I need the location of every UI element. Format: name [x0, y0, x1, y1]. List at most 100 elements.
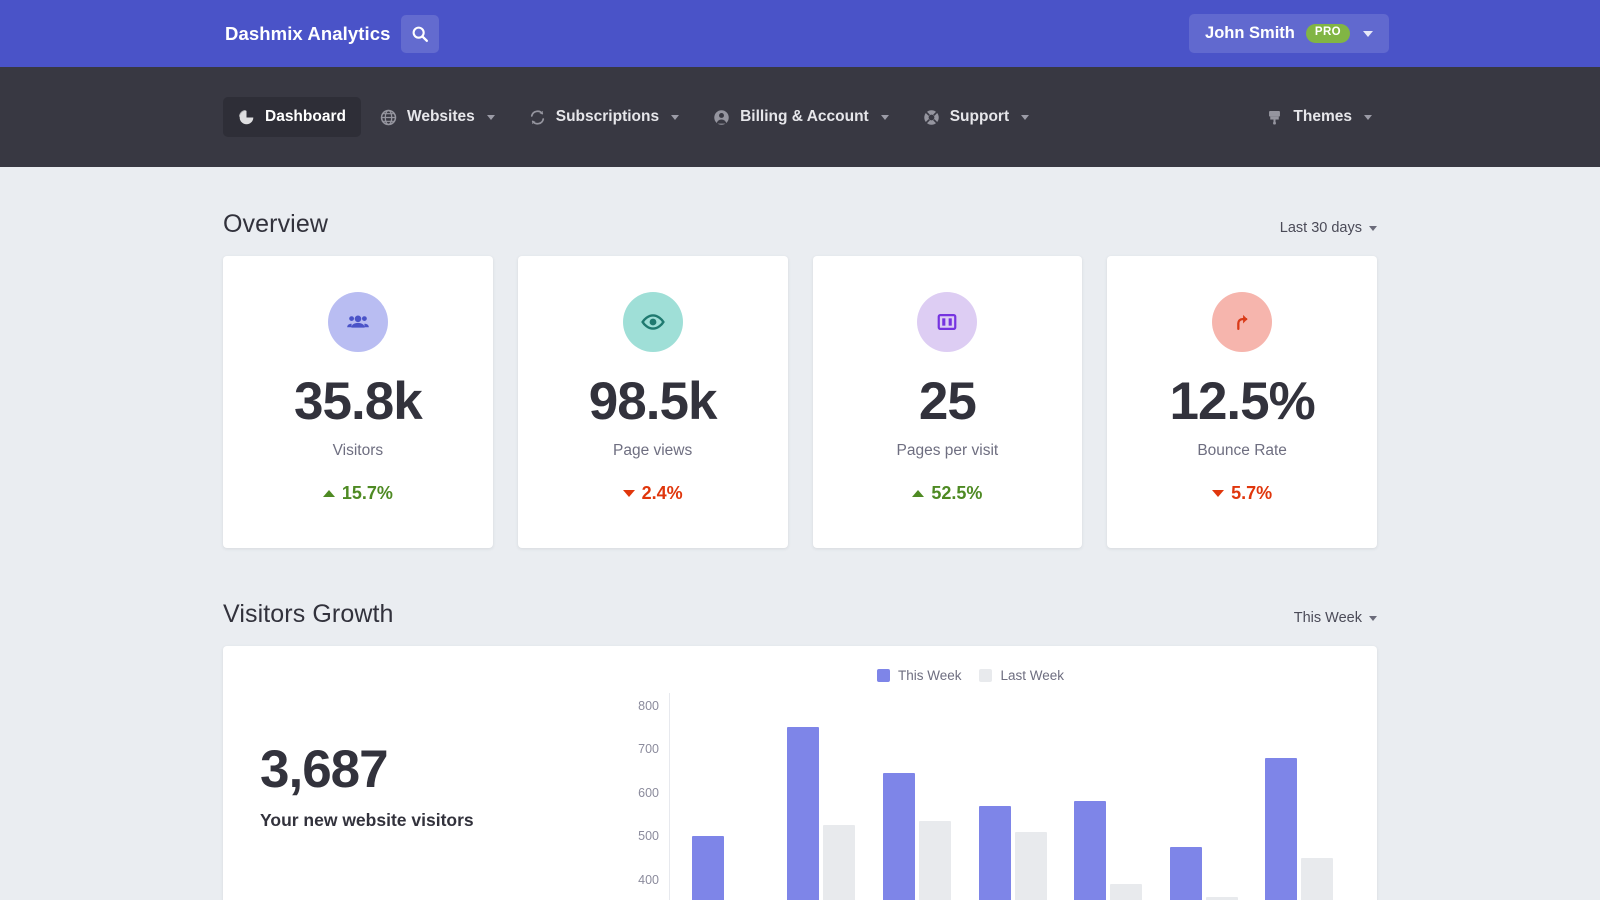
stat-delta-value: 2.4%	[641, 483, 683, 504]
stat-delta-value: 5.7%	[1231, 483, 1273, 504]
refresh-icon	[529, 109, 546, 126]
stat-card-bounce-rate[interactable]: 12.5% Bounce Rate 5.7%	[1107, 256, 1377, 548]
stat-delta: 2.4%	[528, 483, 778, 504]
growth-value: 3,687	[260, 740, 389, 799]
bar-group	[1060, 693, 1156, 900]
chevron-down-icon	[1369, 225, 1377, 231]
legend-label: This Week	[897, 668, 962, 683]
growth-caption: Your new website visitors	[260, 809, 474, 830]
legend-item[interactable]: Last Week	[979, 668, 1064, 683]
chevron-down-icon	[486, 114, 495, 120]
bar-this-week[interactable]	[1265, 758, 1298, 900]
nav-item-subscriptions[interactable]: Subscriptions	[514, 97, 694, 137]
user-name: John Smith	[1205, 24, 1295, 42]
bar-group	[774, 693, 870, 900]
growth-range-label: This Week	[1293, 610, 1362, 626]
chart-legend: This Week Last Week	[618, 668, 1347, 683]
chart-bars	[678, 693, 1347, 900]
y-axis-tick: 700	[638, 742, 659, 757]
bar-last-week[interactable]	[918, 821, 951, 900]
users-icon	[346, 310, 370, 334]
chevron-down-icon	[1021, 114, 1030, 120]
nav-label: Websites	[406, 108, 475, 125]
date-range-picker[interactable]: Last 30 days	[1280, 220, 1377, 236]
main-navigation: Dashboard Websites	[0, 67, 1600, 167]
nav-item-support[interactable]: Support	[908, 97, 1044, 137]
y-axis-tick: 400	[638, 872, 659, 887]
nav-item-billing-account[interactable]: Billing & Account	[698, 97, 904, 137]
stat-value: 12.5%	[1169, 372, 1315, 431]
legend-label: Last Week	[1000, 668, 1065, 683]
stat-delta-value: 15.7%	[341, 483, 393, 504]
bar-group	[1156, 693, 1252, 900]
stat-delta: 52.5%	[823, 483, 1073, 504]
growth-header: Visitors Growth This Week	[223, 548, 1377, 646]
stat-value: 35.8k	[294, 372, 423, 431]
chevron-down-icon	[880, 114, 889, 120]
stat-card-pages-per-visit[interactable]: 25 Pages per visit 52.5%	[812, 256, 1083, 548]
bar-last-week[interactable]	[1014, 831, 1047, 900]
bar-group	[869, 693, 965, 900]
nav-item-themes[interactable]: Themes	[1251, 97, 1387, 137]
bar-group	[678, 693, 774, 900]
user-circle-icon	[713, 109, 730, 126]
brand-zone: Dashmix Analytics	[225, 14, 439, 53]
page-title: Overview	[223, 210, 328, 238]
y-axis-tick: 800	[638, 699, 659, 714]
date-range-label: Last 30 days	[1279, 220, 1362, 236]
header-right: John Smith PRO	[1189, 14, 1389, 53]
bar-this-week[interactable]	[1074, 800, 1107, 900]
bar-this-week[interactable]	[1169, 847, 1202, 900]
stat-icon-bubble	[622, 292, 683, 352]
bar-this-week[interactable]	[691, 836, 724, 900]
globe-icon	[380, 109, 397, 126]
arrow-down-icon	[1212, 490, 1225, 498]
stat-label: Pages per visit	[896, 442, 999, 460]
user-menu-button[interactable]: John Smith PRO	[1189, 14, 1389, 53]
bar-last-week[interactable]	[1205, 896, 1238, 900]
bar-group	[965, 693, 1061, 900]
pro-badge: PRO	[1305, 24, 1350, 43]
legend-swatch	[979, 669, 993, 682]
chevron-down-icon	[1363, 30, 1373, 37]
bar-last-week[interactable]	[823, 825, 856, 900]
app-header: Dashmix Analytics John Smith PRO	[0, 0, 1600, 67]
bar-this-week[interactable]	[787, 726, 820, 900]
bar-this-week[interactable]	[978, 805, 1011, 900]
search-icon	[411, 25, 429, 43]
content-inner: Overview Last 30 days	[223, 167, 1377, 900]
arrow-down-icon	[622, 490, 635, 498]
chart-plot-area: 800 700 600 500 400	[638, 693, 1347, 900]
pie-chart-icon	[238, 109, 255, 126]
brand-title: Dashmix Analytics	[225, 22, 391, 44]
stat-label: Bounce Rate	[1197, 442, 1287, 460]
nav-item-dashboard[interactable]: Dashboard	[223, 97, 361, 137]
growth-chart: This Week Last Week 800 700 600 500 400	[618, 646, 1377, 900]
stat-card-visitors[interactable]: 35.8k Visitors 15.7%	[223, 256, 493, 548]
bar-this-week[interactable]	[882, 773, 915, 900]
stat-delta-value: 52.5%	[931, 483, 983, 504]
bar-last-week[interactable]	[1301, 857, 1334, 900]
nav-list: Dashboard Websites	[223, 97, 1044, 137]
stat-value: 98.5k	[588, 372, 718, 431]
stat-icon-bubble	[327, 292, 388, 352]
growth-summary: 3,687 Your new website visitors	[223, 646, 618, 900]
arrow-up-icon	[322, 490, 335, 498]
growth-range-picker[interactable]: This Week	[1294, 610, 1377, 626]
bar-group	[1251, 693, 1347, 900]
stat-label: Page views	[612, 442, 693, 460]
y-axis-tick: 600	[638, 785, 659, 800]
stat-card-page-views[interactable]: 98.5k Page views 2.4%	[517, 256, 788, 548]
columns-icon	[936, 311, 958, 333]
paint-brush-icon	[1266, 109, 1283, 126]
bar-last-week[interactable]	[1110, 883, 1143, 900]
nav-label: Billing & Account	[740, 108, 869, 125]
search-button[interactable]	[400, 14, 439, 53]
stat-icon-bubble	[917, 292, 978, 352]
legend-swatch	[876, 669, 890, 682]
legend-item[interactable]: This Week	[876, 668, 962, 683]
nav-label: Support	[949, 108, 1010, 125]
chevron-down-icon	[1364, 114, 1372, 120]
nav-item-websites[interactable]: Websites	[365, 97, 510, 137]
page-content: Overview Last 30 days	[0, 167, 1600, 900]
